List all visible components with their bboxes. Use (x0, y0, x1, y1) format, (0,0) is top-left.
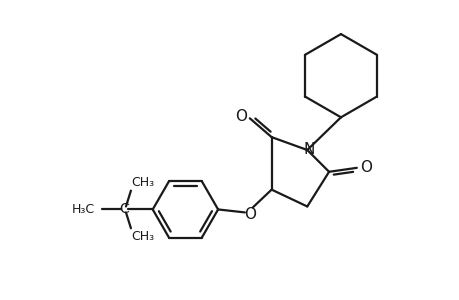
Text: CH₃: CH₃ (131, 230, 154, 243)
Text: C: C (119, 202, 129, 216)
Text: H₃C: H₃C (72, 203, 95, 216)
Text: O: O (359, 160, 371, 175)
Text: O: O (235, 109, 246, 124)
Text: N: N (303, 142, 314, 158)
Text: O: O (243, 207, 255, 222)
Text: CH₃: CH₃ (131, 176, 154, 189)
